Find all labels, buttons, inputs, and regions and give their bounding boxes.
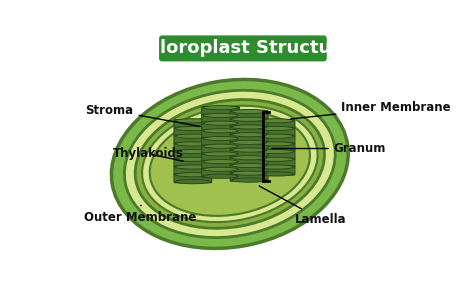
Ellipse shape	[203, 129, 238, 133]
Ellipse shape	[231, 148, 267, 152]
Ellipse shape	[258, 134, 294, 138]
FancyBboxPatch shape	[174, 174, 212, 183]
Ellipse shape	[142, 106, 318, 222]
Ellipse shape	[203, 160, 238, 164]
Ellipse shape	[231, 140, 267, 145]
Ellipse shape	[258, 165, 294, 169]
FancyBboxPatch shape	[230, 110, 268, 120]
FancyBboxPatch shape	[257, 150, 295, 160]
Text: Granum: Granum	[272, 142, 386, 155]
Ellipse shape	[258, 172, 294, 176]
FancyBboxPatch shape	[202, 160, 239, 170]
FancyBboxPatch shape	[174, 135, 212, 144]
Ellipse shape	[175, 126, 210, 130]
Text: Outer Membrane: Outer Membrane	[83, 205, 196, 224]
FancyBboxPatch shape	[230, 134, 268, 143]
Ellipse shape	[175, 149, 210, 154]
FancyBboxPatch shape	[174, 150, 212, 160]
FancyBboxPatch shape	[257, 120, 295, 129]
FancyBboxPatch shape	[202, 130, 239, 139]
Ellipse shape	[203, 137, 238, 141]
FancyBboxPatch shape	[174, 120, 212, 129]
Ellipse shape	[175, 165, 210, 169]
FancyBboxPatch shape	[230, 126, 268, 135]
Ellipse shape	[231, 109, 267, 114]
FancyBboxPatch shape	[230, 118, 268, 127]
Ellipse shape	[231, 163, 267, 168]
FancyBboxPatch shape	[202, 153, 239, 162]
Ellipse shape	[135, 100, 325, 228]
Text: Chloroplast Structure: Chloroplast Structure	[134, 39, 352, 57]
Ellipse shape	[175, 142, 210, 146]
Ellipse shape	[203, 167, 238, 171]
Ellipse shape	[258, 126, 294, 130]
Text: Thylakoids: Thylakoids	[113, 147, 183, 161]
FancyBboxPatch shape	[257, 143, 295, 152]
FancyBboxPatch shape	[257, 166, 295, 175]
Ellipse shape	[258, 142, 294, 146]
Ellipse shape	[258, 157, 294, 161]
Ellipse shape	[150, 112, 310, 216]
Ellipse shape	[111, 79, 348, 248]
FancyBboxPatch shape	[230, 172, 268, 181]
FancyBboxPatch shape	[202, 122, 239, 131]
Ellipse shape	[258, 119, 294, 123]
Text: Inner Membrane: Inner Membrane	[291, 101, 451, 119]
FancyBboxPatch shape	[230, 157, 268, 166]
FancyBboxPatch shape	[160, 36, 326, 61]
FancyBboxPatch shape	[174, 166, 212, 175]
Ellipse shape	[175, 119, 210, 123]
Ellipse shape	[203, 113, 238, 118]
FancyBboxPatch shape	[230, 141, 268, 150]
Ellipse shape	[203, 152, 238, 156]
FancyBboxPatch shape	[230, 164, 268, 174]
Ellipse shape	[175, 157, 210, 161]
Ellipse shape	[258, 149, 294, 154]
Ellipse shape	[203, 174, 238, 178]
FancyBboxPatch shape	[202, 107, 239, 116]
Ellipse shape	[231, 171, 267, 175]
FancyBboxPatch shape	[174, 127, 212, 137]
Ellipse shape	[175, 134, 210, 138]
Ellipse shape	[203, 121, 238, 125]
FancyBboxPatch shape	[174, 143, 212, 152]
FancyBboxPatch shape	[174, 158, 212, 167]
Text: Stroma: Stroma	[85, 103, 200, 126]
Ellipse shape	[175, 173, 210, 177]
Ellipse shape	[231, 178, 267, 182]
FancyBboxPatch shape	[257, 135, 295, 144]
FancyBboxPatch shape	[202, 168, 239, 177]
Ellipse shape	[203, 144, 238, 148]
FancyBboxPatch shape	[257, 127, 295, 137]
Ellipse shape	[125, 90, 335, 238]
FancyBboxPatch shape	[257, 158, 295, 167]
FancyBboxPatch shape	[202, 114, 239, 124]
Text: Lamella: Lamella	[259, 186, 347, 226]
Ellipse shape	[231, 132, 267, 137]
Ellipse shape	[175, 179, 210, 184]
Ellipse shape	[231, 117, 267, 121]
FancyBboxPatch shape	[230, 149, 268, 158]
FancyBboxPatch shape	[202, 137, 239, 147]
Ellipse shape	[231, 156, 267, 160]
Ellipse shape	[231, 125, 267, 129]
Ellipse shape	[203, 106, 238, 110]
FancyBboxPatch shape	[202, 145, 239, 154]
